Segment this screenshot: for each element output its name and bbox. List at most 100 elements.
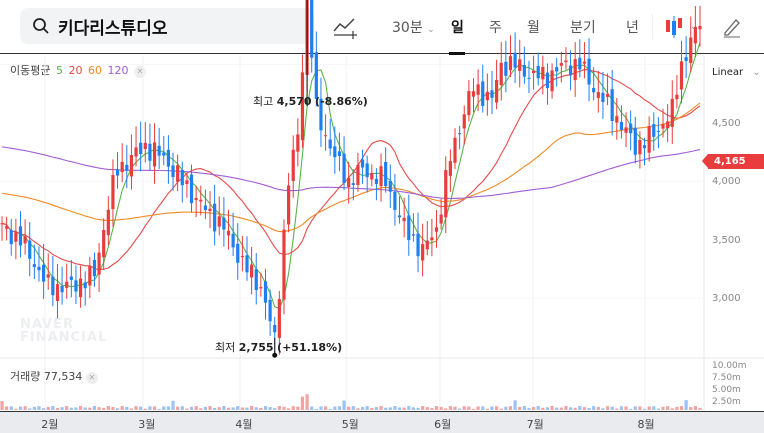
x-tick: 7월 <box>526 418 544 431</box>
candle-body <box>541 66 545 80</box>
volume-bar <box>203 406 207 410</box>
volume-bar <box>550 406 554 410</box>
x-tick: 3월 <box>138 418 156 431</box>
volume-bar <box>0 401 4 410</box>
volume-bar <box>370 408 374 410</box>
volume-bar <box>384 407 388 410</box>
candle-body <box>14 232 18 242</box>
candle-body <box>78 278 83 298</box>
candle-body <box>42 264 46 282</box>
scale-dropdown[interactable]: Linear ⌄ <box>712 67 761 78</box>
candle-body <box>434 227 439 232</box>
volume-bar <box>282 406 286 410</box>
volume-bar <box>638 406 642 410</box>
volume-bar <box>411 407 416 410</box>
candle-type-icon[interactable]: ⌄ <box>664 15 700 39</box>
interval-dropdown[interactable]: 30분 ⌄ <box>392 17 435 37</box>
volume-bar <box>596 406 600 410</box>
volume-bar <box>467 406 471 410</box>
volume-bar <box>397 407 402 410</box>
current-price-badge: 4,165 <box>702 154 764 169</box>
chevron-down-icon: ⌄ <box>427 25 435 35</box>
volume-bar <box>430 408 434 410</box>
volume-bar <box>310 406 314 410</box>
volume-bar <box>51 406 55 410</box>
candle-body <box>115 169 120 176</box>
candle-body <box>670 98 674 127</box>
candle-body <box>448 161 452 176</box>
candle-body <box>143 142 147 150</box>
volume-bar <box>698 407 702 410</box>
volume-bar <box>296 406 300 410</box>
close-icon[interactable]: ✕ <box>85 372 98 384</box>
candle-body <box>384 161 388 187</box>
search-input[interactable]: 키다리스튜디오 <box>20 8 314 44</box>
candle-body <box>208 208 212 211</box>
volume-bar <box>60 407 64 410</box>
svg-text:⌄: ⌄ <box>690 22 698 32</box>
volume-bar <box>9 406 13 410</box>
tab-week[interactable]: 주 <box>489 20 502 36</box>
candle-body <box>245 255 249 273</box>
ma-label: 이동평균 <box>10 64 51 77</box>
volume-bar <box>333 406 337 410</box>
candle-body <box>370 172 374 180</box>
volume-bar <box>259 407 263 410</box>
candle-body <box>194 198 198 200</box>
candle-body <box>65 281 69 288</box>
volume-bar <box>652 406 656 410</box>
tab-day[interactable]: 일 <box>451 20 464 36</box>
tab-quarter[interactable]: 분기 <box>570 20 596 36</box>
high-value: 4,570 <box>276 95 312 108</box>
pencil-icon[interactable] <box>722 16 742 38</box>
ma-60: 60 <box>87 64 102 77</box>
volume-bar <box>125 406 129 410</box>
volume-bar <box>605 406 610 410</box>
volume-bar <box>490 406 494 410</box>
candle-body <box>416 233 420 257</box>
volume-bar <box>323 406 328 410</box>
candle-body <box>462 114 466 129</box>
volume-bar <box>92 406 97 410</box>
candle-body <box>656 130 660 132</box>
volume-bar <box>106 406 110 410</box>
volume-bar <box>541 407 545 410</box>
candle-body <box>360 159 365 168</box>
volume-bar <box>689 407 693 410</box>
candle-body <box>485 91 489 101</box>
volume-bar <box>129 408 134 410</box>
volume-bar <box>495 406 499 410</box>
volume-bar <box>504 406 508 410</box>
volume-bar <box>148 406 152 410</box>
candle-body <box>282 229 286 300</box>
add-indicator-icon[interactable] <box>333 16 359 40</box>
candle-body <box>439 214 443 224</box>
candle-body <box>277 299 281 338</box>
candle-body <box>647 125 651 153</box>
candle-body <box>180 170 184 186</box>
volume-bar <box>222 406 226 410</box>
candle-body <box>601 92 605 102</box>
volume-bar <box>578 406 582 410</box>
volume-bar <box>642 408 647 410</box>
x-axis: 2월 3월 4월 5월 6월 7월 8월 <box>0 411 764 433</box>
volume-bar <box>314 408 318 410</box>
volume-bar <box>115 408 120 410</box>
tab-year[interactable]: 년 <box>626 20 639 36</box>
candle-body <box>102 230 106 258</box>
candle-body <box>157 145 161 156</box>
volume-bar <box>592 406 596 410</box>
tab-month[interactable]: 월 <box>527 20 540 36</box>
candle-body <box>689 37 693 64</box>
candle-body <box>522 65 526 77</box>
candle-body <box>231 233 235 248</box>
volume-bar <box>360 406 365 410</box>
volume-bar <box>28 408 32 410</box>
divider <box>652 14 653 40</box>
candle-body <box>425 240 429 250</box>
candle-body <box>263 281 268 303</box>
candle-body <box>18 226 23 246</box>
candle-body <box>9 230 13 245</box>
volume-bar <box>176 406 180 410</box>
